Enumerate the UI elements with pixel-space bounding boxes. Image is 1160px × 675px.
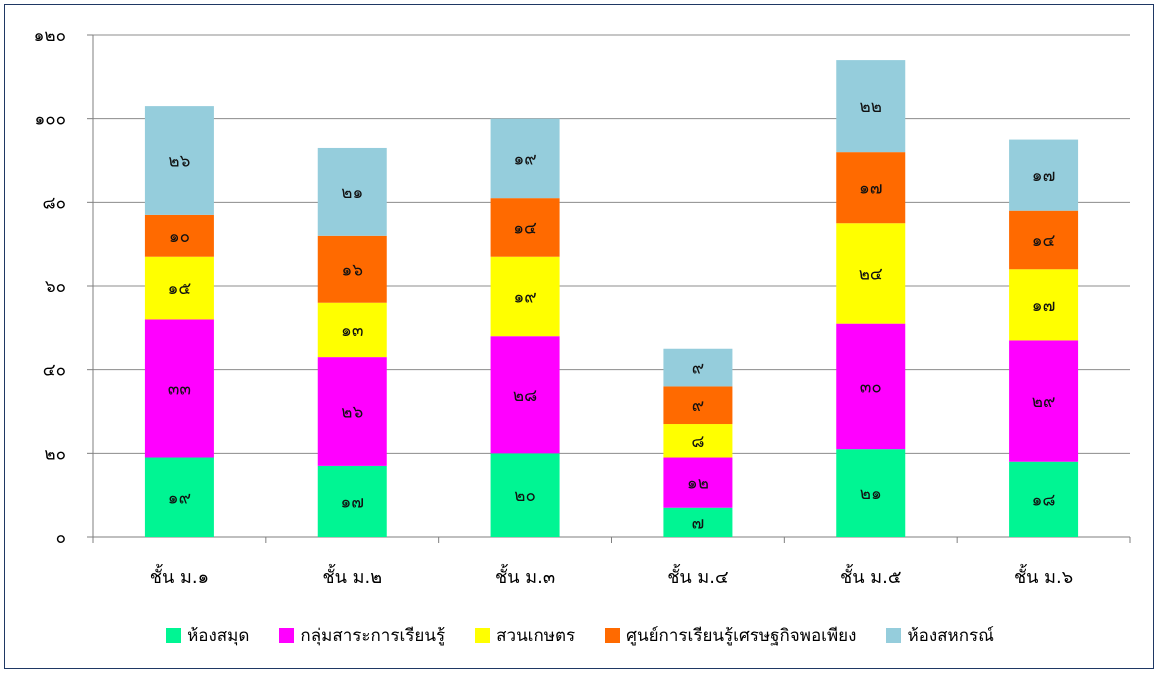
- data-label: ๙: [692, 396, 704, 416]
- legend-item: ศูนย์การเรียนรู้เศรษฐกิจพอเพียง: [605, 622, 856, 649]
- bar-segment: [317, 465, 387, 537]
- y-tick-label: ๔๐: [43, 361, 66, 381]
- bar-segment: [144, 106, 214, 215]
- data-label: ๑๔: [513, 218, 537, 238]
- legend-label: กลุ่มสาระการเรียนรู้: [300, 625, 446, 646]
- bar-segment: [490, 118, 560, 199]
- legend-label: ห้องสหกรณ์: [907, 625, 994, 646]
- data-label: ๒๑: [341, 183, 363, 203]
- legend-swatch: [605, 627, 621, 643]
- bar-segment: [490, 198, 560, 257]
- data-label: ๙: [692, 359, 704, 379]
- data-label: ๓๓: [168, 379, 191, 399]
- data-label: ๒๖: [168, 152, 190, 172]
- data-label: ๒๘: [513, 386, 537, 406]
- legend-item: กลุ่มสาระการเรียนรู้: [279, 622, 445, 649]
- legend-swatch: [886, 627, 902, 643]
- bar-segment: [836, 323, 906, 450]
- bar-segment: [317, 235, 387, 303]
- bar-segment: [663, 507, 733, 537]
- y-tick-label: ๘๐: [43, 193, 67, 213]
- data-label: ๑๗: [1032, 296, 1056, 316]
- y-tick-label: ๒๐: [44, 444, 66, 464]
- data-label: ๑๖: [341, 260, 363, 280]
- legend-swatch: [475, 627, 491, 643]
- data-label: ๑๐: [169, 227, 190, 247]
- legend-label: ห้องสมุด: [187, 625, 250, 646]
- bar-segment: [490, 256, 560, 337]
- chart-legend: ห้องสมุด กลุ่มสาระการเรียนรู้ สวนเกษตร ศูนย…: [0, 620, 1160, 650]
- y-tick-label: ๑๐๐: [34, 110, 66, 130]
- bar-segment: [1009, 139, 1079, 211]
- data-label: ๒๒: [860, 97, 882, 117]
- data-label: ๒๔: [859, 264, 883, 284]
- bar-segment: [663, 457, 733, 508]
- data-label: ๗: [692, 513, 705, 533]
- x-tick-label: ชั้น ม.๒: [322, 564, 382, 588]
- legend-swatch: [166, 627, 182, 643]
- y-tick-label: ๖๐: [45, 277, 66, 297]
- data-label: ๓๐: [860, 377, 882, 397]
- legend-swatch: [279, 627, 295, 643]
- data-label: ๒๐: [514, 486, 536, 506]
- bar-segment: [144, 319, 214, 458]
- data-label: ๒๙: [1032, 392, 1056, 412]
- bar-segment: [663, 386, 733, 425]
- bar-segment: [144, 457, 214, 537]
- bar-segment: [144, 214, 214, 257]
- data-label: ๑๙: [513, 149, 536, 169]
- bar-segment: [1009, 210, 1079, 270]
- bar-segment: [490, 336, 560, 454]
- x-tick-label: ชั้น ม.๕: [840, 564, 901, 588]
- bar-segment: [317, 357, 387, 466]
- x-tick-label: ชั้น ม.๑: [150, 564, 209, 588]
- data-label: ๑๕: [168, 279, 192, 299]
- legend-item: ห้องสหกรณ์: [886, 622, 994, 649]
- bar-segment: [1009, 269, 1079, 341]
- bar-segment: [490, 453, 560, 537]
- legend-item: ห้องสมุด: [166, 622, 249, 649]
- bar-segment: [836, 223, 906, 324]
- bar-segment: [663, 424, 733, 458]
- data-label: ๑๗: [1032, 166, 1056, 186]
- data-label: ๒๑: [860, 484, 882, 504]
- bar-segment: [1009, 340, 1079, 462]
- bar-segment: [663, 348, 733, 387]
- data-label: ๑๗: [340, 492, 364, 512]
- data-label: ๒๖: [341, 403, 363, 423]
- bar-segment: [317, 302, 387, 358]
- legend-label: สวนเกษตร: [496, 625, 576, 646]
- data-label: ๑๒: [687, 474, 709, 494]
- x-tick-label: ชั้น ม.๓: [495, 564, 555, 588]
- bar-segment: [317, 147, 387, 236]
- data-label: ๑๙: [168, 488, 191, 508]
- data-label: ๑๓: [341, 321, 363, 341]
- data-label: ๘: [691, 432, 704, 452]
- bar-segment: [836, 152, 906, 224]
- legend-label: ศูนย์การเรียนรู้เศรษฐกิจพอเพียง: [626, 625, 857, 646]
- data-label: ๑๙: [513, 287, 536, 307]
- legend-item: สวนเกษตร: [475, 622, 575, 649]
- data-label: ๑๗: [859, 179, 883, 199]
- bar-segment: [144, 256, 214, 320]
- y-tick-label: ๐: [56, 528, 66, 548]
- data-label: ๑๘: [1032, 490, 1056, 510]
- y-tick-label: ๑๒๐: [34, 26, 66, 46]
- bar-segment: [836, 449, 906, 537]
- data-label: ๑๔: [1032, 231, 1056, 251]
- x-tick-label: ชั้น ม.๖: [1014, 564, 1073, 588]
- bar-segment: [836, 60, 906, 153]
- bar-segment: [1009, 461, 1079, 537]
- x-tick-label: ชั้น ม.๔: [667, 564, 728, 588]
